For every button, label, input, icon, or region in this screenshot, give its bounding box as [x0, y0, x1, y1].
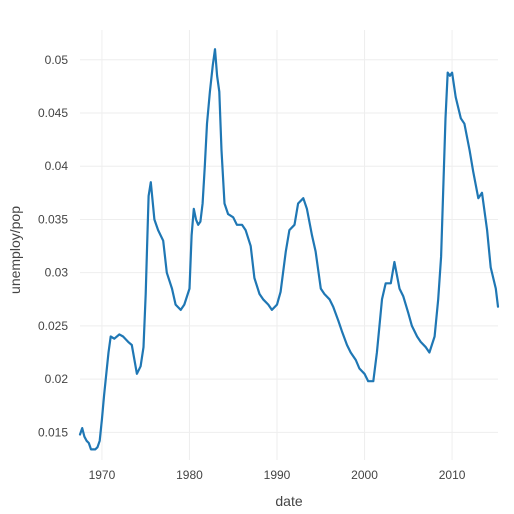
x-axis-title: date — [275, 493, 302, 509]
x-tick-label: 1990 — [264, 468, 291, 482]
y-tick-label: 0.03 — [45, 266, 69, 280]
y-tick-label: 0.045 — [38, 106, 68, 120]
y-tick-label: 0.025 — [38, 319, 68, 333]
y-tick-label: 0.015 — [38, 425, 68, 439]
y-tick-label: 0.035 — [38, 212, 68, 226]
x-tick-label: 1970 — [89, 468, 116, 482]
y-tick-label: 0.05 — [45, 53, 69, 67]
grid — [80, 30, 498, 460]
y-tick-label: 0.02 — [45, 372, 69, 386]
x-tick-label: 2010 — [439, 468, 466, 482]
y-tick-label: 0.04 — [45, 159, 69, 173]
series-layer — [78, 48, 500, 451]
series-line — [78, 48, 500, 451]
x-tick-label: 1980 — [176, 468, 203, 482]
tick-labels: 0.015 0.02 0.025 0.03 0.035 0.04 0.045 0.05 1970… — [38, 53, 466, 482]
x-tick-label: 2000 — [351, 468, 378, 482]
y-axis-title: unemploy/pop — [7, 206, 23, 294]
